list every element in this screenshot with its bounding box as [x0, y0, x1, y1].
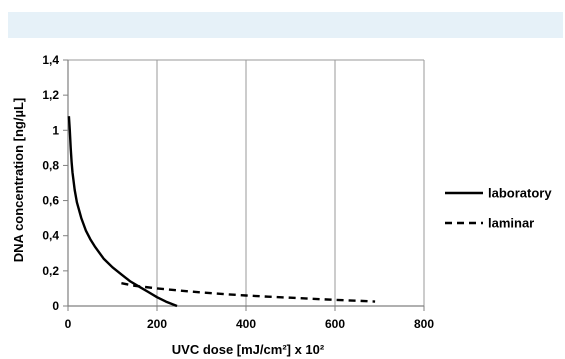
- legend-label-laminar: laminar: [488, 216, 534, 231]
- legend-label-laboratory: laboratory: [488, 186, 552, 201]
- series-layer: [69, 116, 375, 306]
- x-tick-label: 800: [414, 317, 434, 331]
- ticks-layer: 0 200 400 600 800 0 0,2 0,4 0,6 0,8 1 1,2 1,4: [42, 53, 434, 331]
- grid-layer: [68, 60, 424, 306]
- series-line-laboratory: [69, 116, 177, 306]
- legend: laboratory laminar: [445, 186, 552, 231]
- y-tick-label: 0,6: [42, 194, 59, 208]
- y-tick-label: 1: [52, 123, 59, 137]
- y-axis-title: DNA concentration [ng/µL]: [11, 98, 26, 262]
- x-tick-label: 0: [65, 317, 72, 331]
- axes-layer: [63, 60, 424, 311]
- x-tick-label: 600: [325, 317, 345, 331]
- y-tick-label: 0,8: [42, 158, 59, 172]
- y-tick-label: 1,2: [42, 88, 59, 102]
- y-tick-label: 0,2: [42, 264, 59, 278]
- y-tick-label: 1,4: [42, 53, 59, 67]
- x-tick-label: 400: [236, 317, 256, 331]
- x-axis-title: UVC dose [mJ/cm²] x 10²: [172, 342, 325, 357]
- x-tick-label: 200: [147, 317, 167, 331]
- y-tick-label: 0,4: [42, 229, 59, 243]
- y-tick-label: 0: [52, 299, 59, 313]
